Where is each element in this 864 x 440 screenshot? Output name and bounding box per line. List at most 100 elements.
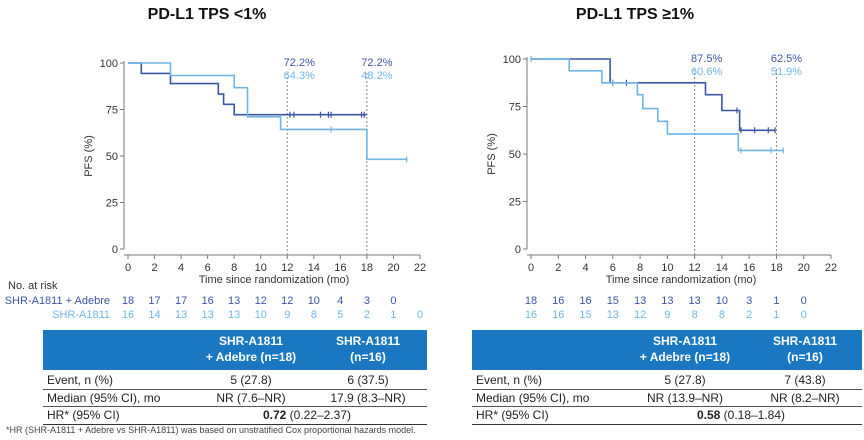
header-mono: SHR-A1811 (n=16) [750,333,860,365]
header-combo: SHR-A1811 + Adebre (n=18) [622,333,748,365]
y-tick-label: 50 [106,151,118,163]
risk-value: 0 [801,309,807,321]
hr-value: 0.72 (0.22–2.37) [191,407,423,424]
table-header: SHR-A1811 + Adebre (n=18) SHR-A1811 (n=1… [43,330,427,370]
landmark-label-combo: 62.5% [771,53,802,65]
x-tick-label: 14 [716,262,728,274]
risk-value: 15 [579,309,591,321]
risk-value: 13 [228,295,240,307]
right-panel: PD-L1 TPS ≥1% 0 25 50 75 100 0 2 4 6 8 10 12 14 16 18 2… [432,0,864,425]
risk-value: 13 [607,309,619,321]
y-tick-label: 75 [509,102,521,114]
risk-value: 9 [664,309,670,321]
combo-value: NR (7.6–NR) [216,391,286,405]
left-summary-table: SHR-A1811 + Adebre (n=18) SHR-A1811 (n=1… [43,330,427,425]
x-tick-label: 4 [178,262,184,274]
left-panel: PD-L1 TPS <1% 0 25 50 75 100 0 2 4 6 8 10 12 14 16 18 2… [0,0,432,425]
y-tick-label: 75 [106,105,118,117]
risk-value: 2 [746,309,752,321]
x-tick-label: 0 [528,262,534,274]
combo-value: 5 (27.8) [664,373,706,387]
risk-value: 1 [773,295,779,307]
hr-value: 0.58 (0.18–1.84) [622,407,860,424]
row-label: Median (95% CI), mo [476,391,590,405]
landmark-label-mono: 48.2% [361,70,392,82]
hr-estimate: 0.58 [696,408,721,422]
header-combo-line1: SHR-A1811 [218,334,284,348]
x-tick-label: 6 [610,262,616,274]
landmark-label-combo: 87.5% [691,53,722,65]
x-tick-label: 22 [825,262,837,274]
x-tick-label: 18 [361,262,373,274]
y-tick-label: 100 [503,54,521,66]
risk-table-header: No. at risk [8,280,58,292]
x-tick-label: 12 [281,262,293,274]
y-axis-label: PFS (%) [486,133,498,175]
table-row-events: Event, n (%) 5 (27.8) 6 (37.5) [43,372,427,389]
x-tick-label: 22 [414,262,426,274]
risk-value: 16 [122,309,134,321]
row-label: Event, n (%) [47,373,114,387]
risk-value: 3 [364,295,370,307]
x-tick-label: 2 [151,262,157,274]
landmark-label-mono: 60.6% [691,66,722,78]
risk-value: 8 [692,309,698,321]
table-row-events: Event, n (%) 5 (27.8) 7 (43.8) [472,372,862,389]
risk-value: 2 [364,309,370,321]
x-tick-label: 8 [231,262,237,274]
x-tick-label: 10 [661,262,673,274]
risk-value: 4 [337,295,343,307]
mono-value: 7 (43.8) [784,373,826,387]
x-axis-label: Time since randomization (mo) [606,274,757,286]
risk-value: 13 [661,295,673,307]
risk-row-label: SHR-A1811 + Adebre [5,295,110,307]
header-combo-line2: + Adebre (n=18) [205,350,297,364]
risk-value: 8 [311,309,317,321]
header-combo: SHR-A1811 + Adebre (n=18) [191,333,311,365]
combo-value: 5 (27.8) [230,373,272,387]
hr-ci: (0.18–1.84) [720,408,786,422]
y-tick-label: 0 [515,244,521,256]
risk-value: 16 [202,295,214,307]
landmark-label-combo: 72.2% [361,57,392,69]
hr-estimate: 0.72 [262,408,287,422]
row-label: HR* (95% CI) [47,408,120,422]
header-mono-line2: (n=16) [787,350,823,364]
table-row-median: Median (95% CI), mo NR (7.6–NR) 17.9 (8.… [43,389,427,406]
landmark-label-combo: 72.2% [284,57,315,69]
risk-value: 12 [281,295,293,307]
risk-value: 1 [390,309,396,321]
header-mono-line1: SHR-A1811 [335,334,401,348]
risk-value: 16 [525,309,537,321]
risk-value: 16 [552,309,564,321]
risk-value: 17 [175,295,187,307]
risk-value: 15 [607,295,619,307]
x-tick-label: 10 [255,262,267,274]
table-row-hr: HR* (95% CI) 0.72 (0.22–2.37) [43,406,427,423]
risk-value: 17 [148,295,160,307]
x-tick-label: 14 [308,262,320,274]
risk-value: 3 [746,295,752,307]
risk-value: 0 [390,295,396,307]
left-chart-title: PD-L1 TPS <1% [147,6,267,23]
risk-value: 16 [579,295,591,307]
table-header: SHR-A1811 + Adebre (n=18) SHR-A1811 (n=1… [472,330,862,370]
footnote: *HR (SHR-A1811 + Adebre vs SHR-A1811) wa… [6,425,416,435]
risk-row-label: SHR-A1811 [52,309,110,321]
x-tick-label: 0 [125,262,131,274]
risk-value: 9 [284,309,290,321]
x-tick-label: 20 [387,262,399,274]
row-label: Median (95% CI), mo [47,391,161,405]
risk-value: 0 [801,295,807,307]
km-curve-mono [531,58,784,152]
row-label: HR* (95% CI) [476,408,549,422]
x-tick-label: 12 [689,262,701,274]
risk-value: 10 [308,295,320,307]
risk-value: 13 [175,309,187,321]
x-tick-label: 4 [582,262,588,274]
risk-value: 10 [255,309,267,321]
y-tick-label: 25 [106,198,118,210]
risk-value: 16 [552,295,564,307]
